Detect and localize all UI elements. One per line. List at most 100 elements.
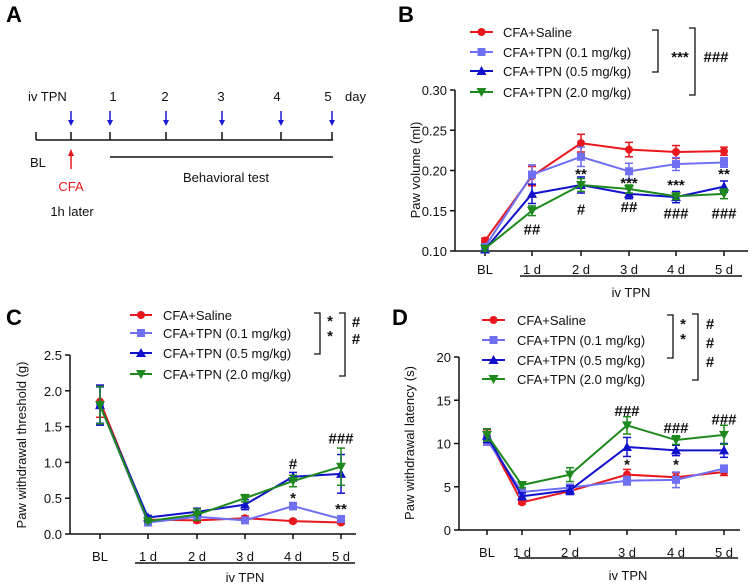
marker-triangle-down xyxy=(565,470,575,480)
timeline-axis xyxy=(35,111,335,169)
injection-arrow-icon xyxy=(107,111,113,126)
injection-arrow-icon xyxy=(219,111,225,126)
x-tick-label: BL xyxy=(479,545,495,560)
charts: 0.10 0.15 0.20 0.25 0.30 BL 1 d 2 d 3 d 4 d 5 d iv … xyxy=(14,25,748,585)
day-5-label: 5 xyxy=(324,89,331,104)
series-2 xyxy=(95,384,346,522)
x-tick-label: BL xyxy=(92,549,108,564)
panel-label-d: D xyxy=(392,305,408,330)
chart-b: 0.10 0.15 0.20 0.25 0.30 BL 1 d 2 d 3 d 4 d 5 d iv … xyxy=(408,25,748,300)
significance-annotation: ### xyxy=(663,420,689,437)
marker-triangle-down xyxy=(95,401,105,411)
marker-square xyxy=(337,514,345,523)
y-tick-label: 0.20 xyxy=(422,164,447,179)
legend-label: CFA+TPN (2.0 mg/kg) xyxy=(503,85,631,100)
x-tick-label: 4 d xyxy=(667,545,685,560)
marker-circle xyxy=(477,28,486,36)
injection-arrow-icon xyxy=(278,111,284,126)
marker-square xyxy=(489,336,498,344)
panel-a: A iv TPN 1 2 3 4 5 day BL CFA 1h later B… xyxy=(6,2,366,219)
x-tick-label: 1 d xyxy=(523,262,541,277)
marker-triangle-up xyxy=(622,441,632,451)
marker-triangle-up xyxy=(527,188,537,198)
significance-bracket: ### xyxy=(689,27,729,96)
baseline-label: BL xyxy=(30,155,46,170)
x-tick-label: 5 d xyxy=(715,262,733,277)
bracket-label: ### xyxy=(706,316,715,371)
legend-item: CFA+Saline xyxy=(130,308,232,323)
marker-triangle-up xyxy=(240,499,250,509)
legend-label: CFA+TPN (0.1 mg/kg) xyxy=(163,326,291,341)
x-tick-label: 3 d xyxy=(236,549,254,564)
significance-annotation: ** xyxy=(718,166,730,183)
cfa-note: 1h later xyxy=(50,204,94,219)
significance-annotation: ### xyxy=(614,403,640,420)
bracket-label: ### xyxy=(703,49,729,66)
x-axis-label: iv TPN xyxy=(612,285,651,300)
significance-annotation: ## xyxy=(524,221,541,238)
day-3-label: 3 xyxy=(217,89,224,104)
marker-triangle-down xyxy=(488,375,499,384)
significance-annotation: ### xyxy=(328,430,354,447)
significance-annotation: # xyxy=(577,201,586,218)
marker-triangle-down xyxy=(719,430,729,440)
legend-label: CFA+Saline xyxy=(163,308,232,323)
day-2-label: 2 xyxy=(161,89,168,104)
bracket-label: # # xyxy=(352,314,361,348)
marker-triangle-down xyxy=(576,180,586,190)
marker-circle xyxy=(577,139,585,148)
series-line xyxy=(99,401,342,524)
legend-label: CFA+TPN (0.5 mg/kg) xyxy=(517,353,645,368)
legend-item: CFA+TPN (2.0 mg/kg) xyxy=(482,372,645,387)
marker-circle xyxy=(489,316,498,324)
significance-bracket: # # xyxy=(339,312,361,377)
chart-d: 0 5 10 15 20 BL 1 d 2 d 3 d 4 d 5 d iv TPN Paw withd… xyxy=(402,313,740,583)
series-line xyxy=(99,404,342,519)
legend-label: CFA+TPN (2.0 mg/kg) xyxy=(163,367,291,382)
y-tick-label: 0.15 xyxy=(422,204,447,219)
legend-label: CFA+TPN (0.1 mg/kg) xyxy=(517,333,645,348)
y-tick-label: 1.5 xyxy=(44,420,62,435)
bracket-label: *** xyxy=(671,49,689,66)
marker-triangle-down xyxy=(240,494,250,504)
marker-square xyxy=(477,48,486,56)
legend-item: CFA+TPN (2.0 mg/kg) xyxy=(130,367,291,382)
x-tick-label: BL xyxy=(477,262,493,277)
x-tick-label: 3 d xyxy=(618,545,636,560)
y-tick-label: 0 xyxy=(444,523,451,538)
series-line xyxy=(486,439,725,493)
injection-arrow-icon xyxy=(163,111,169,126)
significance-annotation: ### xyxy=(711,205,737,222)
y-tick-label: 0.5 xyxy=(44,491,62,506)
marker-triangle-up xyxy=(671,445,681,455)
legend-item: CFA+TPN (0.1 mg/kg) xyxy=(470,45,631,60)
y-tick-label: 2.0 xyxy=(44,384,62,399)
marker-triangle-down xyxy=(527,206,537,216)
legend-label: CFA+TPN (0.1 mg/kg) xyxy=(503,45,631,60)
day-1-label: 1 xyxy=(109,89,116,104)
series-line xyxy=(486,424,725,487)
marker-circle xyxy=(137,311,145,319)
x-tick-label: 2 d xyxy=(188,549,206,564)
y-tick-label: 20 xyxy=(437,350,451,365)
x-tick-label: 2 d xyxy=(561,545,579,560)
x-tick-label: 2 d xyxy=(572,262,590,277)
marker-triangle-up xyxy=(719,445,729,455)
marker-triangle-down xyxy=(624,185,634,195)
injection-arrow-icon xyxy=(329,111,335,126)
significance-annotation: ** xyxy=(575,166,587,183)
legend-label: CFA+Saline xyxy=(503,25,572,40)
cfa-label: CFA xyxy=(58,179,84,194)
legend-item: CFA+TPN (0.5 mg/kg) xyxy=(470,64,631,79)
bracket-label: * * xyxy=(327,313,333,345)
chart-c: 0.0 0.5 1.0 1.5 2.0 2.5 BL 1 d 2 d 3 d 4 d 5 d iv TP… xyxy=(14,308,361,585)
legend-item: CFA+TPN (2.0 mg/kg) xyxy=(470,85,631,100)
x-tick-label: 5 d xyxy=(332,549,350,564)
significance-annotation: ### xyxy=(663,205,689,222)
series-line xyxy=(99,404,342,524)
series-line xyxy=(99,404,342,523)
marker-triangle-down xyxy=(622,421,632,431)
panel-label-a: A xyxy=(6,2,22,27)
marker-triangle-up xyxy=(476,66,487,75)
